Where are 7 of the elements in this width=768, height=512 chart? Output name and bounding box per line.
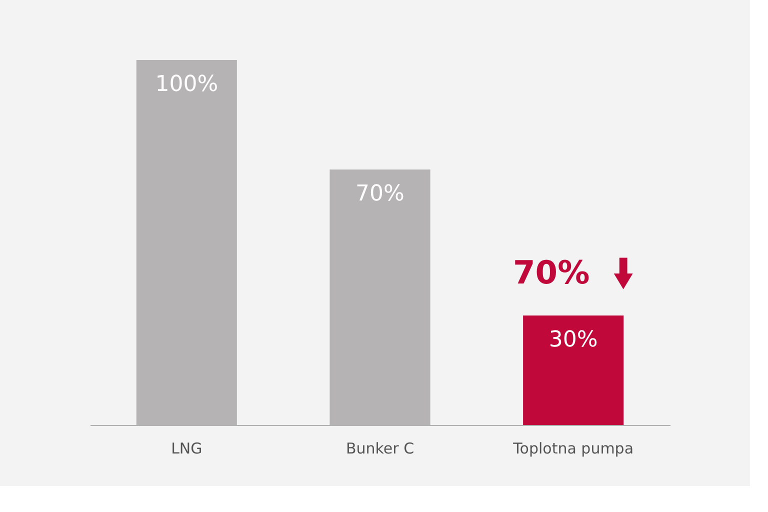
- annotation: 70%: [513, 254, 590, 292]
- data-label: 100%: [155, 72, 218, 97]
- data-label: 30%: [548, 328, 598, 352]
- x-tick-label: Bunker C: [346, 440, 414, 458]
- data-label: 70%: [356, 182, 404, 206]
- x-tick-label: Toplotna pumpa: [512, 440, 634, 458]
- x-tick-label: LNG: [171, 440, 202, 458]
